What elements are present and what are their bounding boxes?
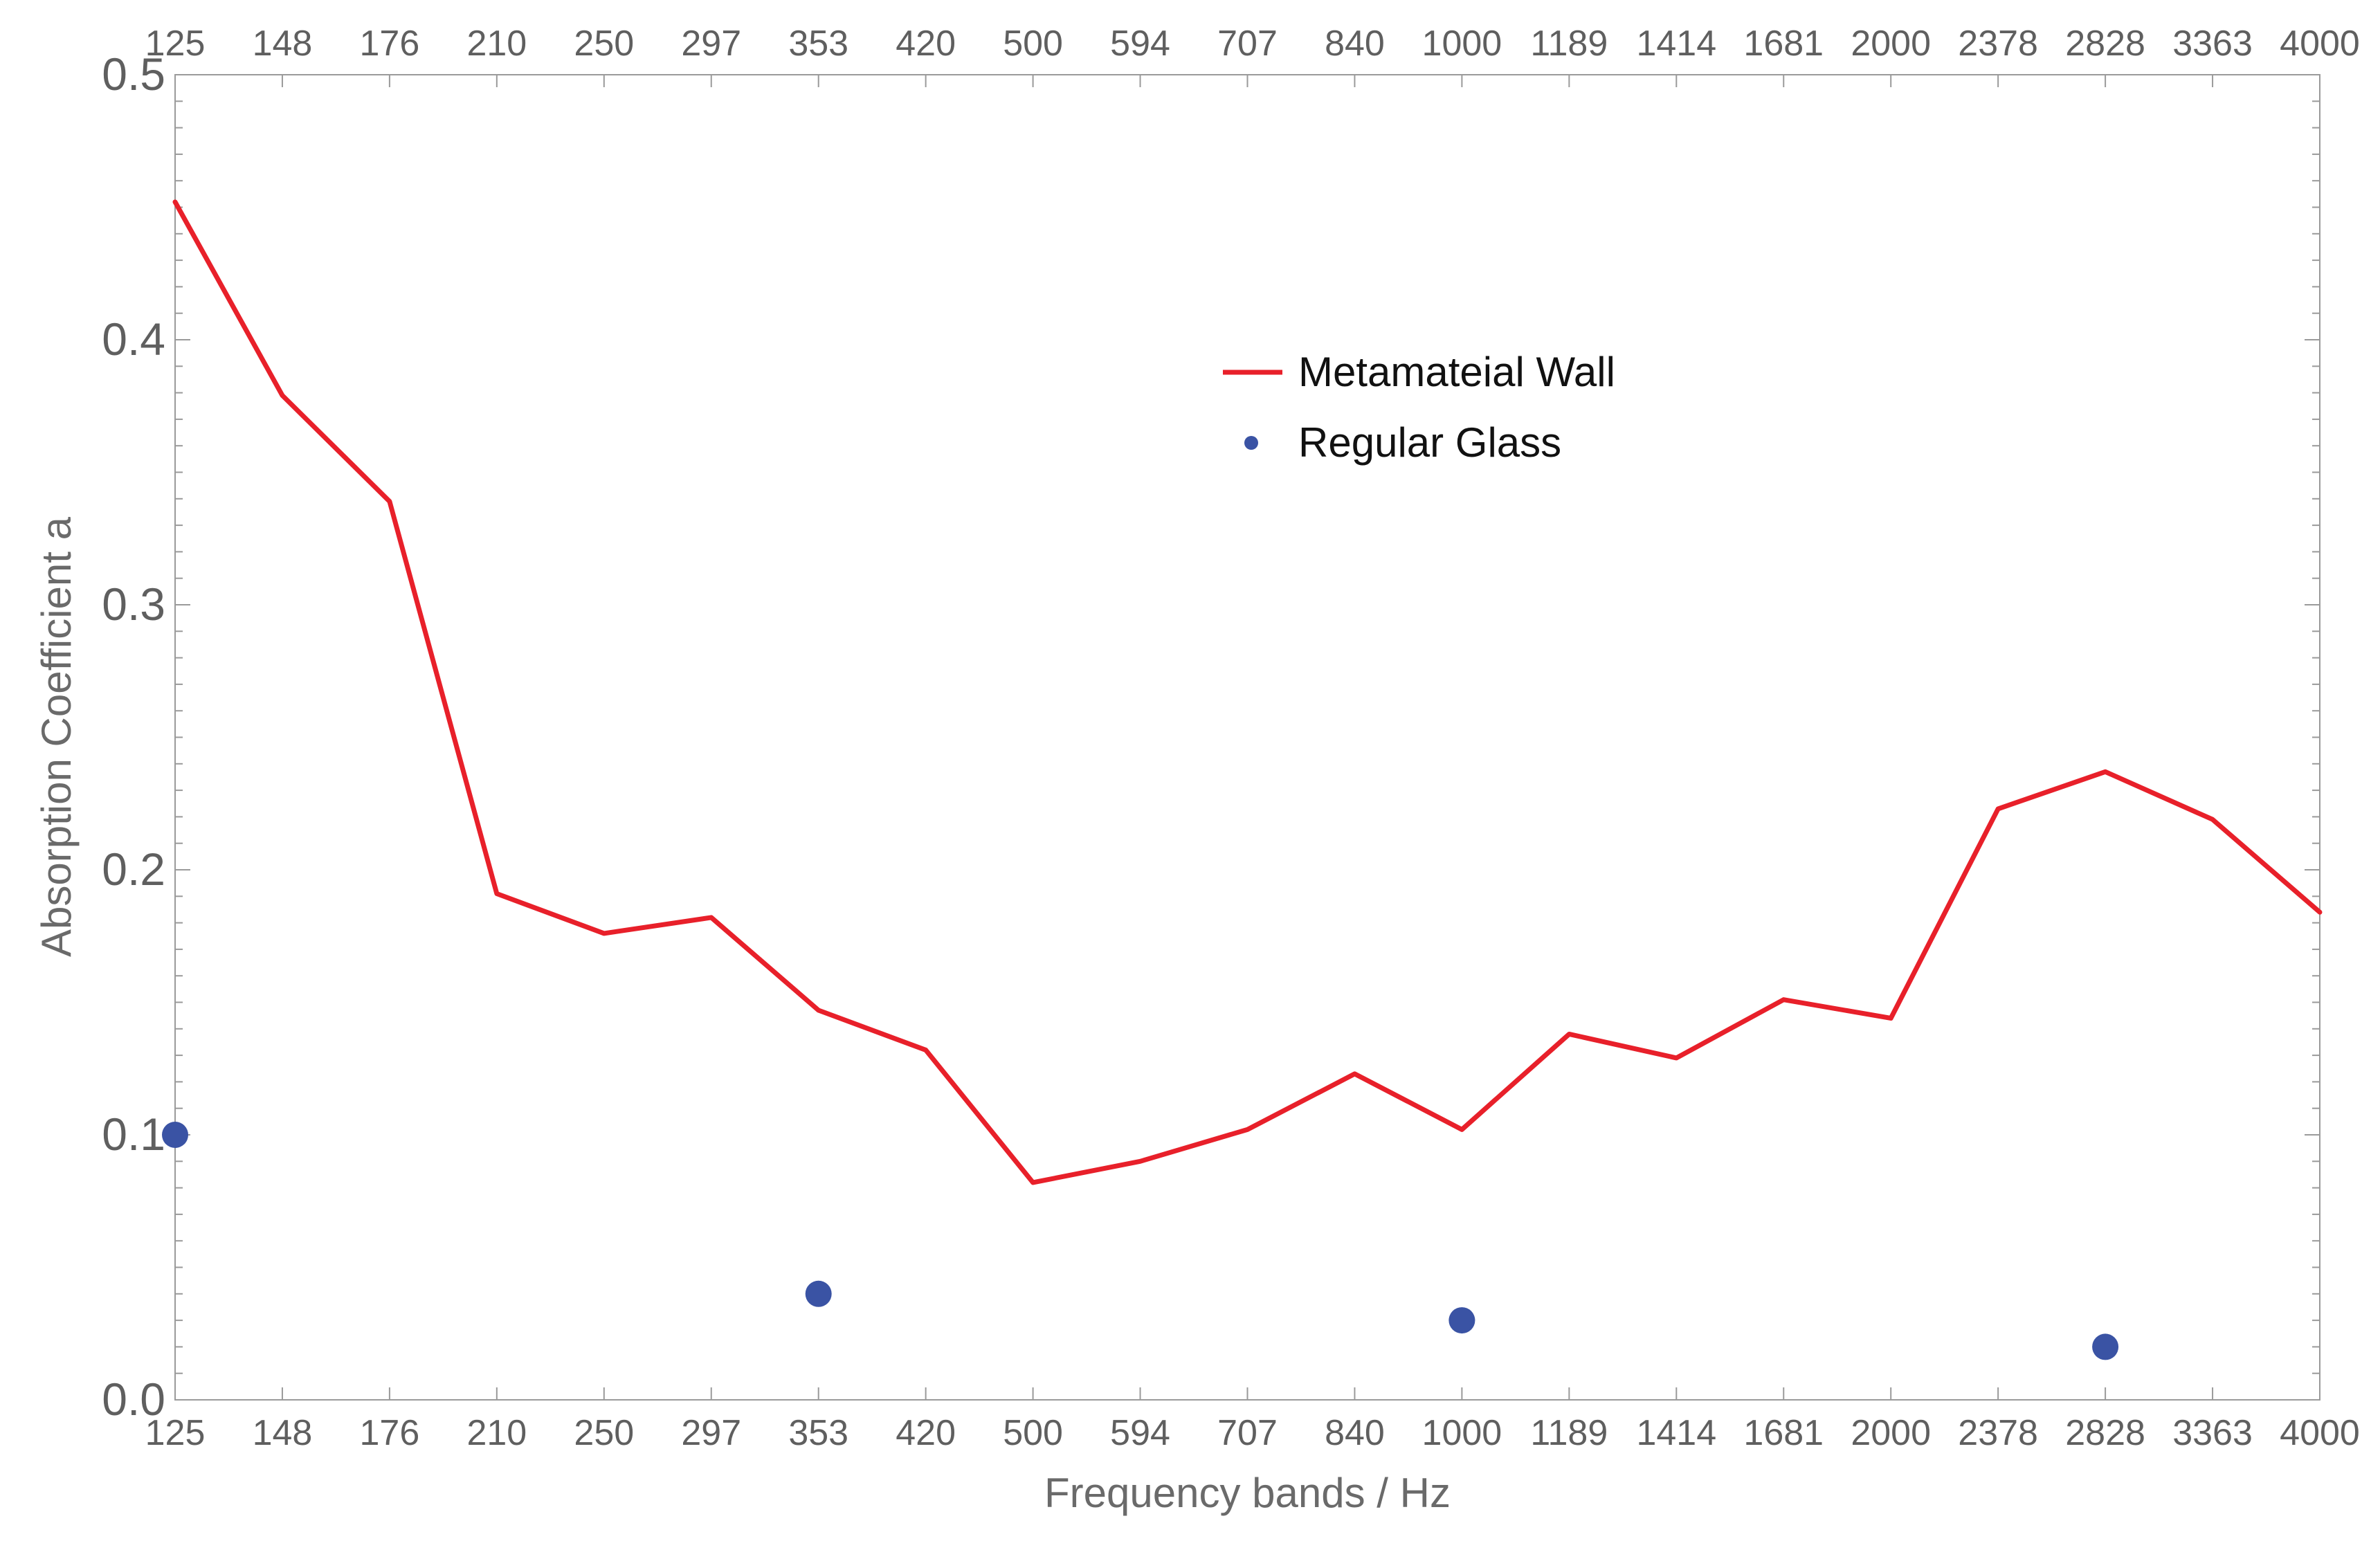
ticks-layer: 125 125 148 148 176 176 210 210 250 250 297 297 353 3… [102, 24, 2360, 1453]
x-tick-label-top: 840 [1325, 24, 1385, 64]
series-line [172, 199, 2323, 1185]
y-tick-label: 0.1 [102, 1109, 165, 1160]
x-tick-label-bottom: 2378 [1958, 1413, 2038, 1453]
x-tick-label-bottom: 297 [681, 1413, 741, 1453]
series-0 [172, 199, 2323, 1185]
x-tick-label-bottom: 210 [466, 1413, 527, 1453]
axis-titles-layer: Frequency bands / Hz Absorption Coefficie… [33, 516, 1451, 1516]
x-tick-label-top: 420 [896, 24, 956, 64]
x-tick-label-top: 3363 [2172, 24, 2253, 64]
y-axis-title: Absorption Coefficient a [33, 516, 80, 957]
x-tick-label-bottom: 250 [574, 1413, 634, 1453]
x-tick-label-bottom: 125 [145, 1413, 206, 1453]
x-tick-label-bottom: 2828 [2065, 1413, 2145, 1453]
x-tick-label-top: 2000 [1851, 24, 1931, 64]
x-tick-label-bottom: 707 [1217, 1413, 1278, 1453]
x-tick-label-top: 4000 [2280, 24, 2360, 64]
y-tick-label: 0.4 [102, 313, 165, 365]
x-tick-label-bottom: 4000 [2280, 1413, 2360, 1453]
y-tick-label: 0.5 [102, 48, 165, 100]
scatter-point [2092, 1333, 2119, 1360]
x-tick-label-top: 297 [681, 24, 741, 64]
x-tick-label-bottom: 840 [1325, 1413, 1385, 1453]
y-tick-label: 0.2 [102, 844, 165, 895]
x-tick-label-top: 1000 [1422, 24, 1502, 64]
x-tick-label-bottom: 353 [788, 1413, 848, 1453]
x-tick-label-top: 250 [574, 24, 634, 64]
y-tick-label: 0.3 [102, 578, 165, 630]
legend-swatch-dot [1244, 436, 1258, 450]
plot-frame [174, 74, 2320, 1401]
x-tick-label-bottom: 1681 [1743, 1413, 1824, 1453]
series-layer [162, 199, 2323, 1360]
x-tick-label-bottom: 420 [896, 1413, 956, 1453]
scatter-point [805, 1280, 832, 1307]
x-tick-label-top: 353 [788, 24, 848, 64]
x-tick-label-bottom: 148 [253, 1413, 313, 1453]
legend-label: Metamateial Wall [1298, 349, 1615, 395]
x-tick-label-top: 707 [1217, 24, 1278, 64]
x-tick-label-top: 1189 [1530, 24, 1608, 64]
x-tick-label-bottom: 176 [360, 1413, 420, 1453]
x-tick-label-bottom: 1414 [1636, 1413, 1716, 1453]
x-tick-label-top: 148 [253, 24, 313, 64]
x-tick-label-bottom: 3363 [2172, 1413, 2253, 1453]
scatter-point [162, 1122, 188, 1148]
x-axis-title: Frequency bands / Hz [1044, 1470, 1451, 1516]
x-tick-label-top: 500 [1003, 24, 1063, 64]
x-tick-label-top: 2828 [2065, 24, 2145, 64]
x-tick-label-top: 1681 [1743, 24, 1824, 64]
legend: Metamateial Wall Regular Glass [1223, 349, 1615, 466]
x-tick-label-bottom: 500 [1003, 1413, 1063, 1453]
x-tick-label-bottom: 1189 [1530, 1413, 1608, 1453]
x-tick-label-top: 210 [466, 24, 527, 64]
x-tick-label-bottom: 594 [1110, 1413, 1170, 1453]
x-tick-label-bottom: 1000 [1422, 1413, 1502, 1453]
x-tick-label-top: 176 [360, 24, 420, 64]
x-tick-label-bottom: 2000 [1851, 1413, 1931, 1453]
series-1 [162, 1122, 2119, 1360]
scatter-point [1448, 1307, 1475, 1334]
x-tick-label-top: 2378 [1958, 24, 2038, 64]
x-tick-label-top: 125 [145, 24, 206, 64]
y-tick-label: 0.0 [102, 1374, 165, 1425]
x-tick-label-top: 594 [1110, 24, 1170, 64]
x-tick-label-top: 1414 [1636, 24, 1716, 64]
legend-label: Regular Glass [1298, 419, 1561, 466]
plot-frame-layer [174, 74, 2320, 1401]
